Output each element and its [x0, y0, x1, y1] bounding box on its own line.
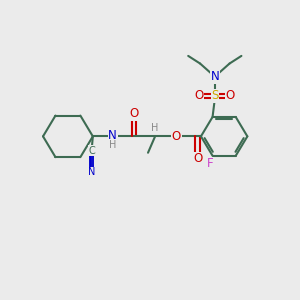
Text: N: N: [210, 70, 219, 83]
Text: O: O: [193, 152, 202, 166]
Text: C: C: [88, 146, 95, 156]
Text: N: N: [88, 167, 95, 177]
Text: H: H: [109, 140, 116, 150]
Text: N: N: [108, 129, 117, 142]
Text: F: F: [207, 158, 214, 170]
Text: O: O: [172, 130, 181, 143]
Text: O: O: [226, 89, 235, 102]
Text: S: S: [211, 89, 218, 102]
Text: O: O: [129, 107, 139, 120]
Text: H: H: [152, 123, 159, 133]
Text: O: O: [195, 89, 204, 102]
